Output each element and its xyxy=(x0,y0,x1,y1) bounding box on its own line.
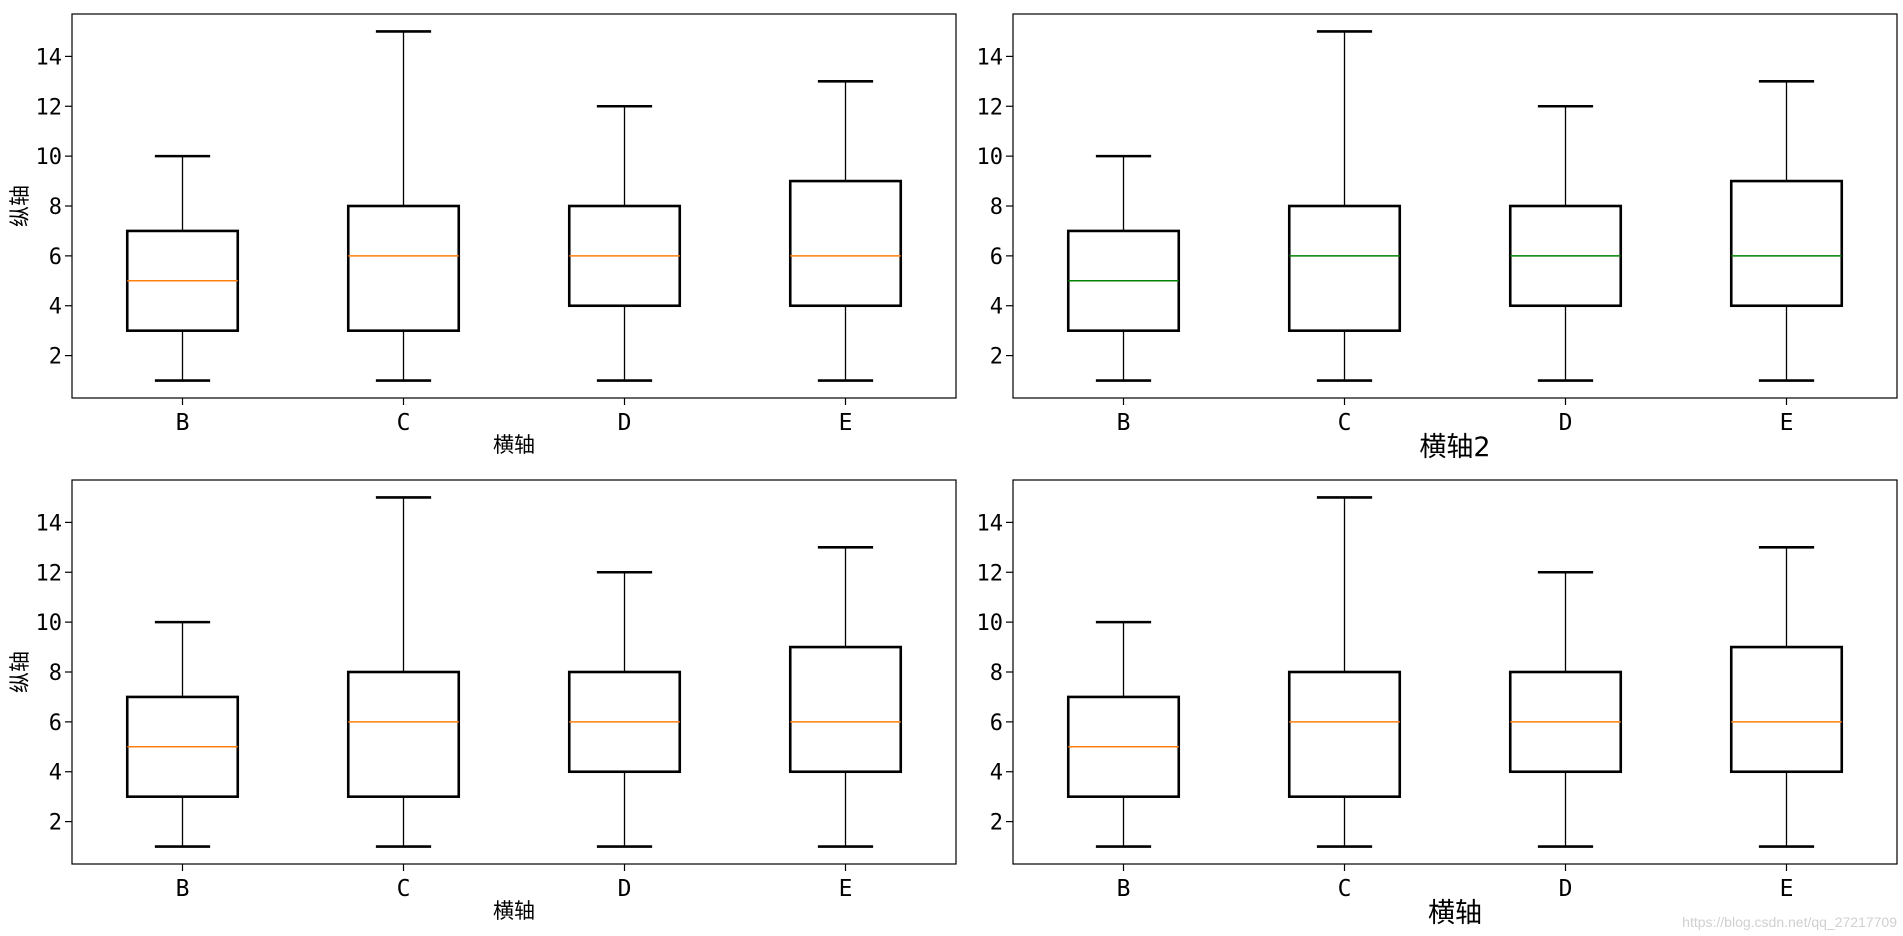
y-tick-label: 10 xyxy=(36,145,63,170)
box-D xyxy=(567,104,682,382)
x-tick-label: E xyxy=(1780,876,1794,902)
y-tick-label: 8 xyxy=(49,195,62,220)
watermark-text: https://blog.csdn.net/qq_27217709 xyxy=(1682,914,1897,930)
chart-panel-3: 2 4 6 8 10 12 14 B C D E 横轴 纵轴 xyxy=(8,479,957,923)
x-axis-label: 横轴2 xyxy=(1419,432,1490,463)
x-tick-label: D xyxy=(618,876,632,902)
x-tick-label: C xyxy=(1338,410,1352,436)
y-tick-label: 4 xyxy=(49,295,62,320)
y-tick-label: 12 xyxy=(36,561,63,586)
y-tick-label: 2 xyxy=(49,345,62,370)
y-tick-label: 6 xyxy=(49,711,62,736)
iqr-box xyxy=(346,670,461,798)
x-axis-label: 横轴 xyxy=(493,899,535,923)
y-tick-label: 2 xyxy=(990,811,1003,836)
box-E xyxy=(788,80,903,382)
x-tick-label: D xyxy=(1559,410,1573,436)
x-tick-label: D xyxy=(1559,876,1573,902)
x-tick-label: C xyxy=(397,410,411,436)
iqr-box xyxy=(1287,204,1402,332)
y-tick-label: 10 xyxy=(977,611,1004,636)
iqr-box xyxy=(346,204,461,332)
y-tick-label: 8 xyxy=(49,661,62,686)
y-tick-label: 4 xyxy=(49,761,62,786)
box-D xyxy=(1508,104,1623,382)
iqr-box xyxy=(1287,670,1402,798)
box-B xyxy=(1066,620,1181,848)
y-tick-label: 2 xyxy=(49,811,62,836)
plot-frame xyxy=(71,13,957,399)
y-tick-label: 10 xyxy=(977,145,1004,170)
box-E xyxy=(1729,80,1844,382)
box-C xyxy=(1287,30,1402,382)
y-tick-label: 14 xyxy=(36,45,63,70)
y-tick-label: 14 xyxy=(977,511,1004,536)
x-tick-label: B xyxy=(176,876,190,902)
box-C xyxy=(346,30,461,382)
x-tick-label: C xyxy=(397,876,411,902)
y-tick-label: 2 xyxy=(990,345,1003,370)
x-tick-label: B xyxy=(176,410,190,436)
x-axis-label: 横轴 xyxy=(1428,898,1482,929)
y-tick-label: 6 xyxy=(990,711,1003,736)
box-B xyxy=(125,620,240,848)
chart-panel-1: 2 4 6 8 10 12 14 B C D E 横轴 纵轴 xyxy=(8,13,957,457)
y-tick-label: 6 xyxy=(49,245,62,270)
box-D xyxy=(567,570,682,848)
iqr-box xyxy=(1729,645,1844,774)
y-tick-label: 6 xyxy=(990,245,1003,270)
x-tick-label: E xyxy=(839,410,853,436)
plot-frame xyxy=(1012,13,1898,399)
x-tick-label: E xyxy=(839,876,853,902)
box-D xyxy=(1508,570,1623,848)
iqr-box xyxy=(788,645,903,774)
y-tick-label: 12 xyxy=(977,95,1004,120)
chart-panel-4: 2 4 6 8 10 12 14 B C D E 横轴 xyxy=(977,479,1898,929)
box-C xyxy=(1287,496,1402,848)
y-tick-label: 4 xyxy=(990,761,1003,786)
y-tick-label: 8 xyxy=(990,195,1003,220)
x-tick-label: D xyxy=(618,410,632,436)
plot-frame xyxy=(1012,479,1898,865)
x-tick-label: C xyxy=(1338,876,1352,902)
x-tick-label: B xyxy=(1117,876,1131,902)
y-axis-label: 纵轴 xyxy=(8,185,32,227)
y-tick-label: 8 xyxy=(990,661,1003,686)
y-tick-label: 10 xyxy=(36,611,63,636)
iqr-box xyxy=(1729,179,1844,308)
y-tick-label: 12 xyxy=(977,561,1004,586)
box-C xyxy=(346,496,461,848)
box-B xyxy=(1066,154,1181,382)
y-tick-label: 14 xyxy=(977,45,1004,70)
y-tick-label: 12 xyxy=(36,95,63,120)
x-tick-label: B xyxy=(1117,410,1131,436)
box-E xyxy=(1729,546,1844,848)
iqr-box xyxy=(788,179,903,308)
x-tick-label: E xyxy=(1780,410,1794,436)
box-E xyxy=(788,546,903,848)
box-B xyxy=(125,154,240,382)
y-axis-label: 纵轴 xyxy=(8,651,32,693)
x-axis-label: 横轴 xyxy=(493,433,535,457)
chart-panel-2: 2 4 6 8 10 12 14 B C D E 横轴2 xyxy=(977,13,1898,463)
y-tick-label: 4 xyxy=(990,295,1003,320)
plot-frame xyxy=(71,479,957,865)
y-tick-label: 14 xyxy=(36,511,63,536)
